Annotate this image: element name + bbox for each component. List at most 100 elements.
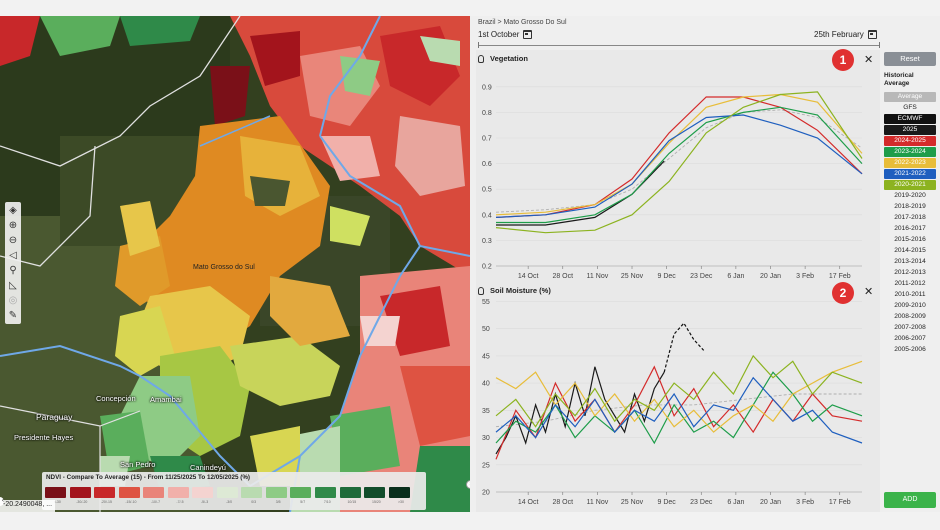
y-tick-label: 0.9 — [482, 84, 492, 91]
legend-range-label: -20/-15 — [100, 500, 112, 504]
series-toggle-2018-2019[interactable]: 2018-2019 — [894, 203, 926, 210]
legend-swatch — [339, 487, 361, 498]
target-icon[interactable]: ◎ — [8, 295, 18, 306]
legend-range-label: 10/15 — [347, 500, 357, 504]
map-label-canindeyu: Canindeyú — [190, 463, 226, 472]
search-icon[interactable]: ⚲ — [9, 265, 17, 276]
y-tick-label: 35 — [482, 408, 490, 415]
map-label-amambai: Amambai — [150, 395, 182, 404]
series-line-2020-2021 — [495, 354, 863, 428]
drag-hand-icon[interactable] — [478, 286, 484, 295]
date-start-picker[interactable]: 1st October — [478, 30, 533, 39]
measure-icon[interactable]: ◺ — [9, 280, 17, 291]
map-toolbar: ◈ ⊕ ⊖ ◁ ⚲ ◺ ◎ ✎ — [5, 202, 21, 324]
x-tick-label: 20 Jan — [760, 499, 781, 506]
legend-swatch — [167, 487, 189, 498]
y-tick-label: 0.5 — [482, 187, 492, 194]
legend-range-label: -5/-3 — [200, 500, 209, 504]
series-toggle-gfs[interactable]: GFS — [903, 104, 917, 111]
close-icon[interactable]: ✕ — [864, 286, 874, 298]
analysis-panel: Brazil > Mato Grosso Do Sul 1st October … — [470, 16, 940, 512]
series-line-2022-2023 — [495, 360, 863, 433]
series-line-2021-2022 — [495, 114, 863, 218]
series-toggle-2009-2010[interactable]: 2009-2010 — [894, 302, 926, 309]
series-toggle-2007-2008[interactable]: 2007-2008 — [894, 324, 926, 331]
x-tick-label: 6 Jan — [727, 273, 744, 280]
drag-hand-icon[interactable] — [478, 54, 484, 63]
series-toggle-2024-2025[interactable]: 2024-2025 — [884, 136, 936, 146]
map-legend: NDVI - Compare To Average (15) - From 11… — [42, 472, 426, 510]
legend-range-label: 7/10 — [323, 500, 331, 504]
calendar-icon[interactable] — [523, 30, 533, 39]
legend-range-label: -7/-5 — [176, 500, 184, 504]
close-icon[interactable]: ✕ — [864, 54, 874, 66]
series-toggle-average[interactable]: Average — [884, 92, 936, 102]
breadcrumb[interactable]: Brazil > Mato Grosso Do Sul — [478, 19, 567, 26]
left-collapse-icon[interactable]: ‹ — [0, 497, 4, 506]
legend-swatch — [290, 487, 312, 498]
legend-swatch — [118, 487, 140, 498]
map-view[interactable]: ◈ ⊕ ⊖ ◁ ⚲ ◺ ◎ ✎ Mato Grosso do Sul Concepción A… — [0, 16, 470, 512]
x-tick-label: 28 Oct — [552, 499, 573, 506]
series-toggle-ecmwf[interactable]: ECMWF — [884, 114, 936, 124]
series-toggle-2015-2016[interactable]: 2015-2016 — [894, 236, 926, 243]
legend-swatch — [216, 487, 238, 498]
y-tick-label: 50 — [482, 326, 490, 333]
date-end-label: 25th February — [814, 30, 864, 39]
series-toggle-2017-2018[interactable]: 2017-2018 — [894, 214, 926, 221]
reset-button[interactable]: Reset — [884, 52, 936, 66]
date-range-slider[interactable] — [478, 45, 880, 46]
series-toggle-2021-2022[interactable]: 2021-2022 — [884, 169, 936, 179]
zoom-in-icon[interactable]: ⊕ — [8, 220, 18, 231]
slider-start-handle[interactable] — [478, 42, 479, 48]
draw-icon[interactable]: ✎ — [8, 310, 18, 321]
series-toggle-2012-2013[interactable]: 2012-2013 — [894, 269, 926, 276]
slider-end-handle[interactable] — [879, 42, 880, 48]
legend-swatch — [143, 487, 165, 498]
legend-swatch — [45, 487, 66, 498]
x-tick-label: 25 Nov — [621, 499, 644, 506]
add-button[interactable]: ADD — [884, 492, 936, 508]
legend-range-label: -3/0 — [226, 500, 233, 504]
x-tick-label: 14 Oct — [518, 499, 539, 506]
x-tick-label: 23 Dec — [690, 273, 713, 280]
annotation-badge-1: 1 — [832, 49, 854, 71]
series-toggle-2016-2017[interactable]: 2016-2017 — [894, 225, 926, 232]
calendar-icon[interactable] — [867, 30, 877, 39]
legend-swatch — [315, 487, 337, 498]
series-toggle-2019-2020[interactable]: 2019-2020 — [894, 192, 926, 199]
x-tick-label: 23 Dec — [690, 499, 713, 506]
series-toggle-2010-2011[interactable]: 2010-2011 — [894, 291, 926, 298]
soil-moisture-chart: Soil Moisture (%) 20 25 30 35 40 45 50 55 14 Oct… — [476, 282, 880, 512]
x-tick-label: 9 Dec — [657, 273, 676, 280]
navigate-icon[interactable]: ◁ — [9, 250, 17, 261]
series-toggle-2022-2023[interactable]: 2022-2023 — [884, 158, 936, 168]
x-tick-label: 20 Jan — [760, 273, 781, 280]
series-line-average — [495, 109, 863, 213]
date-end-picker[interactable]: 25th February — [814, 30, 877, 39]
series-toggle-2008-2009[interactable]: 2008-2009 — [894, 313, 926, 320]
y-tick-label: 0.6 — [482, 161, 492, 168]
series-toggle-2013-2014[interactable]: 2013-2014 — [894, 258, 926, 265]
series-toggle-2014-2015[interactable]: 2014-2015 — [894, 247, 926, 254]
x-tick-label: 6 Jan — [727, 499, 744, 506]
series-toggle-2005-2006[interactable]: 2005-2006 — [894, 346, 926, 353]
series-toggle-2011-2012[interactable]: 2011-2012 — [894, 280, 926, 287]
x-tick-label: 9 Dec — [657, 499, 676, 506]
soil-moisture-chart-title: Soil Moisture (%) — [490, 286, 551, 295]
zoom-out-icon[interactable]: ⊖ — [8, 235, 18, 246]
map-label-presidente-hayes: Presidente Hayes — [14, 433, 74, 442]
y-tick-label: 0.2 — [482, 264, 492, 271]
legend-range-label: 15/20 — [372, 500, 381, 504]
series-toggle-2020-2021[interactable]: 2020-2021 — [884, 180, 936, 190]
bottom-frame — [0, 512, 940, 530]
coordinate-readout: -20.2490048, ... — [0, 500, 56, 512]
vegetation-chart: Vegetation 0.2 0.3 0.4 0.5 0.6 0.7 0.8 0.9 14 Oc… — [476, 49, 880, 286]
layers-icon[interactable]: ◈ — [9, 205, 17, 216]
series-toggle-2023-2024[interactable]: 2023-2024 — [884, 147, 936, 157]
x-tick-label: 11 Nov — [587, 273, 609, 280]
series-toggle-2025[interactable]: 2025 — [884, 125, 936, 135]
series-toggle-2006-2007[interactable]: 2006-2007 — [894, 335, 926, 342]
series-line-2025 — [496, 160, 665, 226]
legend-swatch — [265, 487, 287, 498]
